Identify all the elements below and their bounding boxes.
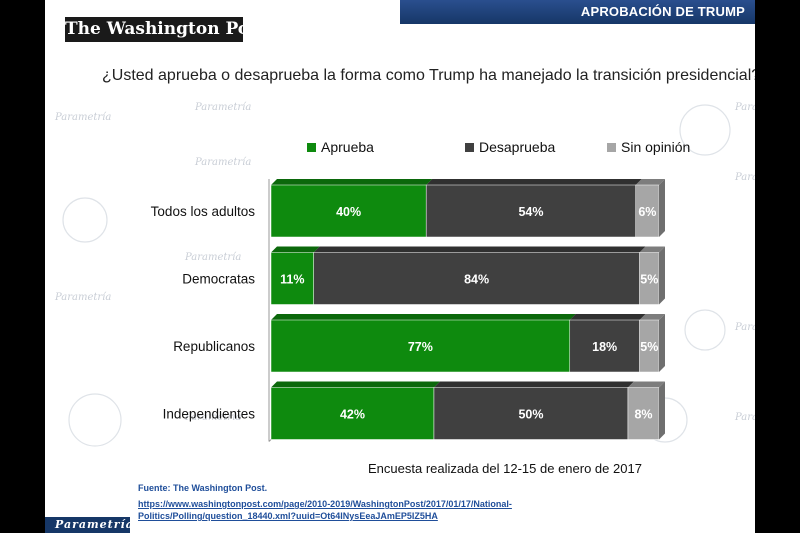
watermark-circle [679, 104, 731, 156]
data-label: 18% [592, 340, 617, 354]
survey-note: Encuesta realizada del 12-15 de enero de… [368, 461, 642, 476]
data-label: 77% [408, 340, 433, 354]
data-label: 11% [280, 273, 304, 287]
source-label: Fuente: The Washington Post. [138, 483, 268, 493]
data-label: 8% [634, 408, 652, 422]
brand-strip: Parametría [45, 517, 133, 533]
bar-top-face [271, 246, 320, 253]
category-label: Republicanos [173, 339, 255, 354]
bar-top-face [635, 179, 665, 185]
bar-segment [627, 387, 660, 440]
bar-segment [313, 252, 640, 305]
bar-side-face [659, 246, 665, 305]
data-label: 40% [336, 205, 361, 219]
bar-segment [433, 387, 629, 440]
watermark-text: Parametría [184, 252, 241, 263]
legend-swatch [307, 143, 316, 152]
data-label: 54% [518, 205, 543, 219]
watermark-text: Parametría [194, 157, 251, 168]
watermark-circle [62, 197, 108, 243]
data-label: 50% [518, 408, 543, 422]
watermark-circle [684, 309, 726, 351]
watermark-circle [68, 393, 122, 447]
chart-question: ¿Usted aprueba o desaprueba la forma com… [102, 67, 755, 84]
legend-item-3: Sin opinión [607, 139, 690, 155]
data-label: 6% [638, 205, 656, 219]
category-label: Independientes [163, 407, 256, 422]
watermark-text: Parametría [184, 412, 241, 423]
bar-top-face [271, 314, 576, 320]
bar-top-face [433, 381, 634, 388]
bar-side-face [659, 314, 665, 372]
watermark-text: Parametría [734, 322, 755, 333]
bar-segment [270, 252, 314, 305]
watermark-text: Parametría [54, 292, 111, 303]
category-label: Todos los adultos [151, 204, 256, 219]
category-label: Democratas [182, 272, 255, 287]
bar-top-face [639, 246, 665, 253]
bar-segment [569, 319, 640, 373]
source-link[interactable]: https://www.washingtonpost.com/page/2010… [138, 499, 512, 521]
watermark-text: Parametría [734, 172, 755, 183]
watermark-text: Parametría [734, 412, 755, 423]
legend-label: Aprueba [321, 139, 374, 155]
bar-top-face [271, 381, 440, 388]
bar-top-face [426, 179, 642, 185]
bar-top-face [271, 179, 433, 185]
data-label: 42% [340, 408, 365, 422]
watermark-text: Parametría [734, 102, 755, 113]
data-label: 84% [464, 273, 489, 287]
legend-swatch [607, 143, 616, 152]
watermark-text: Parametría [54, 112, 111, 123]
bar-side-face [659, 179, 665, 237]
slide: Parametría Parametría Parametría Parametría… [45, 0, 755, 533]
legend-label: Sin opinión [621, 139, 691, 155]
stacked-bar-chart: Todos los adultos 40% 54% 6% Democratas 11% 84… [151, 179, 665, 442]
data-label: 5% [640, 273, 658, 287]
parametria-brand: Parametría [55, 518, 134, 531]
header-bar: APROBACIÓN DE TRUMP [400, 0, 755, 24]
legend-item-2: Desaprueba [465, 139, 555, 155]
legend-swatch [465, 143, 474, 152]
bar-top-face [627, 381, 665, 388]
data-label: 5% [640, 340, 658, 354]
bar-top-face [569, 314, 646, 320]
legend-label: Desaprueba [479, 139, 556, 155]
bar-segment [270, 387, 435, 440]
header-title: APROBACIÓN DE TRUMP [580, 4, 745, 19]
watermark-text: Parametría [194, 102, 251, 113]
bar-segment [425, 184, 636, 238]
bar-top-face [639, 314, 665, 320]
legend-item-1: Aprueba [307, 139, 374, 155]
bar-side-face [659, 381, 665, 440]
bar-segment [270, 319, 571, 373]
washington-post-logo: The Washington Post [65, 17, 267, 42]
bar-top-face [313, 246, 646, 253]
